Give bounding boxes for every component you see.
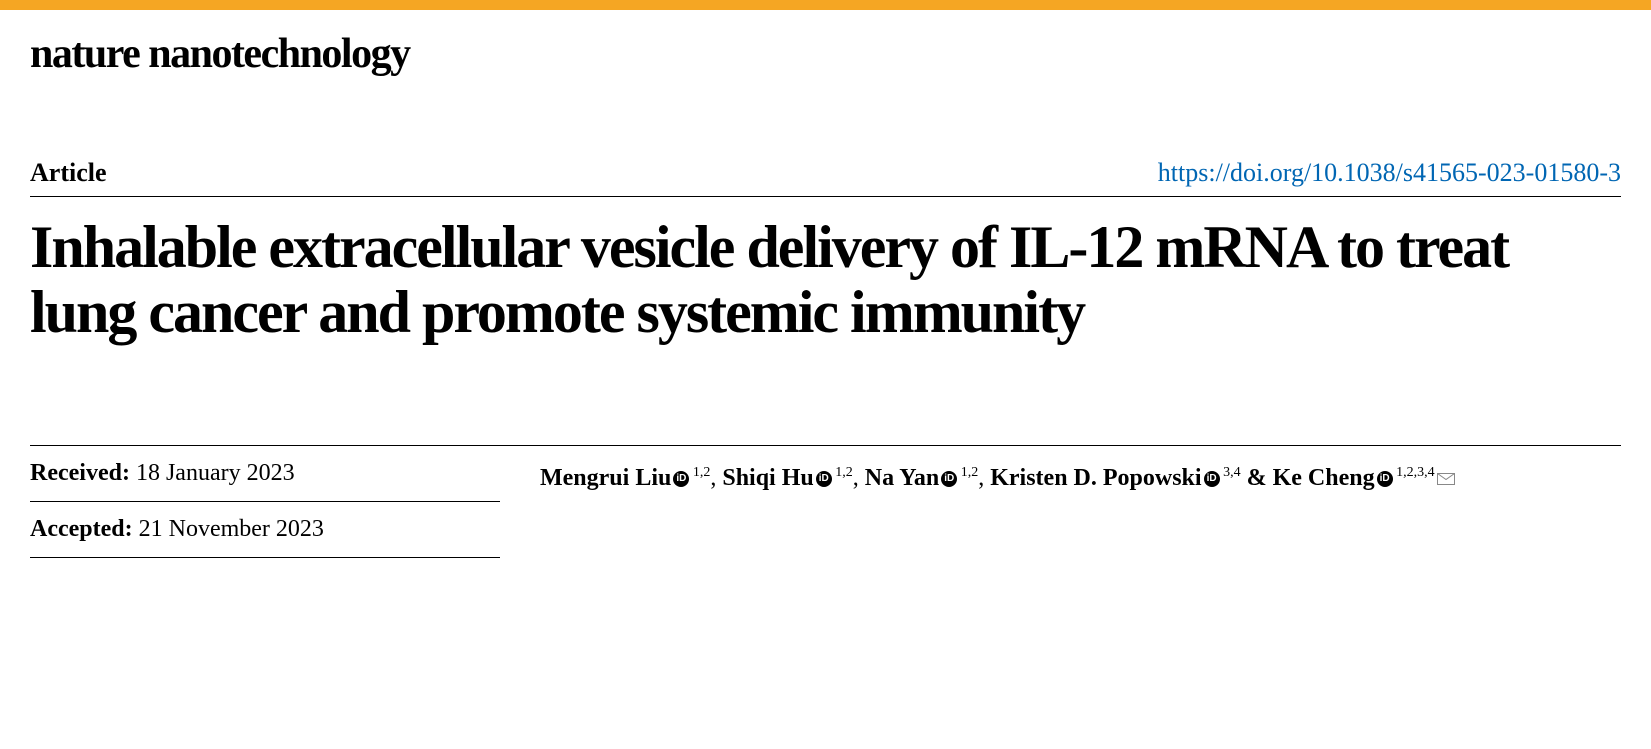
author: Ke ChengiD 1,2,3,4 bbox=[1273, 465, 1455, 491]
header-divider bbox=[30, 196, 1621, 197]
orcid-icon: iD bbox=[816, 471, 832, 487]
article-header-row: Article https://doi.org/10.1038/s41565-0… bbox=[30, 158, 1621, 188]
authors-list: Mengrui LiuiD 1,2, Shiqi HuiD 1,2, Na Ya… bbox=[500, 446, 1621, 558]
top-accent-bar bbox=[0, 0, 1651, 10]
received-row: Received: 18 January 2023 bbox=[30, 446, 500, 502]
article-type-label: Article bbox=[30, 158, 107, 188]
accepted-label: Accepted: bbox=[30, 516, 133, 542]
received-label: Received: bbox=[30, 460, 130, 486]
author: Kristen D. PopowskiiD 3,4 bbox=[990, 465, 1240, 491]
author-affiliation: 1,2 bbox=[832, 465, 853, 480]
orcid-icon: iD bbox=[941, 471, 957, 487]
author-affiliation: 1,2 bbox=[957, 465, 978, 480]
meta-section: Received: 18 January 2023 Accepted: 21 N… bbox=[30, 445, 1621, 558]
orcid-icon: iD bbox=[673, 471, 689, 487]
author-affiliation: 1,2 bbox=[689, 465, 710, 480]
accepted-row: Accepted: 21 November 2023 bbox=[30, 502, 500, 558]
orcid-icon: iD bbox=[1204, 471, 1220, 487]
article-title: Inhalable extracellular vesicle delivery… bbox=[30, 215, 1621, 345]
author: Shiqi HuiD 1,2 bbox=[722, 465, 852, 491]
author: Mengrui LiuiD 1,2 bbox=[540, 465, 710, 491]
doi-link[interactable]: https://doi.org/10.1038/s41565-023-01580… bbox=[1158, 158, 1621, 188]
accepted-date: 21 November 2023 bbox=[139, 516, 324, 542]
orcid-icon: iD bbox=[1377, 471, 1393, 487]
author: Na YaniD 1,2 bbox=[865, 465, 978, 491]
journal-name: nature nanotechnology bbox=[30, 30, 1651, 78]
author-affiliation: 1,2,3,4 bbox=[1393, 465, 1435, 480]
author-affiliation: 3,4 bbox=[1220, 465, 1241, 480]
received-date: 18 January 2023 bbox=[136, 460, 295, 486]
meta-dates-column: Received: 18 January 2023 Accepted: 21 N… bbox=[30, 446, 500, 558]
author-separator: , bbox=[710, 465, 722, 491]
author-separator: & bbox=[1241, 465, 1273, 491]
author-separator: , bbox=[853, 465, 865, 491]
author-separator: , bbox=[978, 465, 990, 491]
mail-icon bbox=[1437, 460, 1455, 497]
